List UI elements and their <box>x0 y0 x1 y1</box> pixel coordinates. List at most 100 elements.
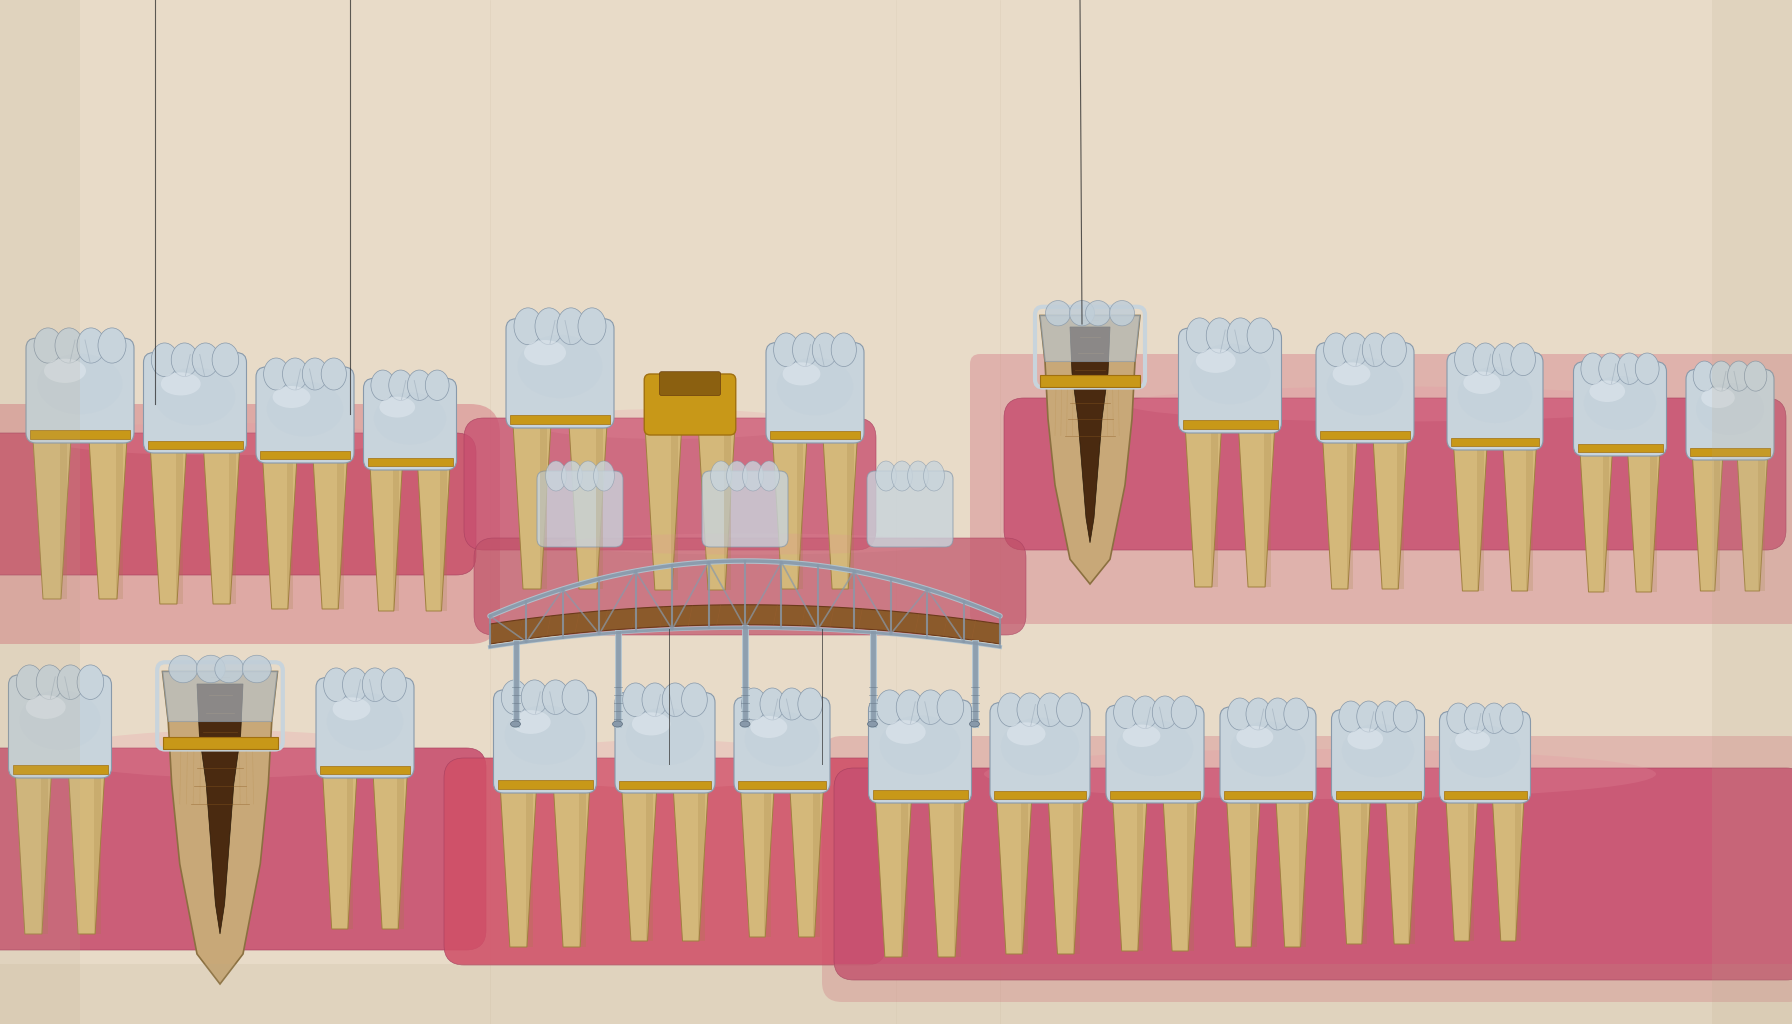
FancyBboxPatch shape <box>1315 343 1414 443</box>
FancyBboxPatch shape <box>364 379 457 470</box>
Ellipse shape <box>1228 698 1253 730</box>
Polygon shape <box>1736 456 1767 591</box>
Ellipse shape <box>272 386 310 408</box>
Ellipse shape <box>1357 701 1380 732</box>
Ellipse shape <box>1116 720 1193 776</box>
Ellipse shape <box>25 695 66 719</box>
Polygon shape <box>1228 799 1260 947</box>
Ellipse shape <box>1701 387 1735 408</box>
Ellipse shape <box>1109 301 1134 326</box>
Polygon shape <box>1503 446 1536 591</box>
Polygon shape <box>68 774 104 934</box>
Ellipse shape <box>1265 698 1290 730</box>
FancyBboxPatch shape <box>989 702 1090 803</box>
Bar <box>1073 799 1081 954</box>
Bar <box>392 466 400 611</box>
Polygon shape <box>90 439 127 599</box>
Ellipse shape <box>1018 693 1043 727</box>
Ellipse shape <box>998 693 1023 727</box>
Ellipse shape <box>1070 301 1095 326</box>
Ellipse shape <box>45 358 86 383</box>
Bar <box>953 799 961 957</box>
Ellipse shape <box>242 655 271 683</box>
Ellipse shape <box>1493 343 1518 376</box>
Ellipse shape <box>1007 722 1045 745</box>
Bar <box>1360 799 1367 944</box>
Bar <box>797 439 803 589</box>
Bar <box>1335 792 1421 799</box>
Polygon shape <box>371 466 403 611</box>
Ellipse shape <box>742 461 763 490</box>
Ellipse shape <box>380 396 416 418</box>
Ellipse shape <box>726 461 747 490</box>
FancyBboxPatch shape <box>0 404 500 644</box>
Ellipse shape <box>521 680 548 715</box>
Ellipse shape <box>740 721 751 727</box>
FancyBboxPatch shape <box>444 758 885 965</box>
FancyBboxPatch shape <box>475 538 1027 635</box>
Ellipse shape <box>579 308 606 345</box>
Ellipse shape <box>792 333 817 367</box>
Polygon shape <box>740 790 774 937</box>
Ellipse shape <box>880 716 961 775</box>
Ellipse shape <box>407 370 432 400</box>
Ellipse shape <box>969 721 980 727</box>
Bar <box>176 449 183 604</box>
FancyBboxPatch shape <box>1331 710 1425 803</box>
Bar <box>0 0 81 1024</box>
Ellipse shape <box>57 665 84 699</box>
Bar <box>116 439 124 599</box>
Ellipse shape <box>896 690 923 725</box>
Bar <box>30 430 131 439</box>
Bar <box>1021 799 1029 954</box>
Polygon shape <box>513 424 550 589</box>
Polygon shape <box>1048 799 1082 954</box>
Polygon shape <box>1493 799 1523 941</box>
Ellipse shape <box>1133 696 1158 729</box>
Ellipse shape <box>362 668 387 701</box>
Ellipse shape <box>20 690 100 750</box>
Ellipse shape <box>1693 361 1715 391</box>
Polygon shape <box>197 684 244 934</box>
FancyBboxPatch shape <box>1686 370 1774 460</box>
Ellipse shape <box>1394 701 1417 732</box>
Ellipse shape <box>1045 301 1070 326</box>
FancyBboxPatch shape <box>659 372 720 395</box>
Ellipse shape <box>1231 722 1305 776</box>
Polygon shape <box>263 459 297 609</box>
Ellipse shape <box>780 688 805 720</box>
Ellipse shape <box>1473 343 1498 376</box>
Bar <box>1346 439 1353 589</box>
Ellipse shape <box>1324 333 1349 367</box>
FancyBboxPatch shape <box>1220 707 1315 803</box>
Bar <box>1650 452 1658 592</box>
Ellipse shape <box>876 690 903 725</box>
Ellipse shape <box>867 721 878 727</box>
Ellipse shape <box>333 697 371 721</box>
Bar <box>1711 0 1792 1024</box>
Polygon shape <box>1453 446 1487 591</box>
Ellipse shape <box>514 308 541 345</box>
Ellipse shape <box>557 308 584 345</box>
Ellipse shape <box>742 688 767 720</box>
Polygon shape <box>996 799 1032 954</box>
Ellipse shape <box>1342 724 1414 777</box>
Ellipse shape <box>711 461 731 490</box>
Bar <box>498 780 593 790</box>
Bar <box>398 774 403 929</box>
Bar <box>41 774 48 934</box>
Bar <box>618 780 711 790</box>
Ellipse shape <box>758 461 780 490</box>
FancyBboxPatch shape <box>256 367 355 463</box>
Ellipse shape <box>561 461 582 490</box>
Ellipse shape <box>1326 357 1403 416</box>
Ellipse shape <box>774 333 799 367</box>
Bar <box>1263 429 1271 587</box>
Polygon shape <box>1185 429 1222 587</box>
Polygon shape <box>874 799 912 957</box>
Bar <box>1452 438 1539 446</box>
Polygon shape <box>1276 799 1310 947</box>
Bar <box>1602 452 1609 592</box>
Ellipse shape <box>154 368 235 425</box>
Bar <box>1514 799 1521 941</box>
